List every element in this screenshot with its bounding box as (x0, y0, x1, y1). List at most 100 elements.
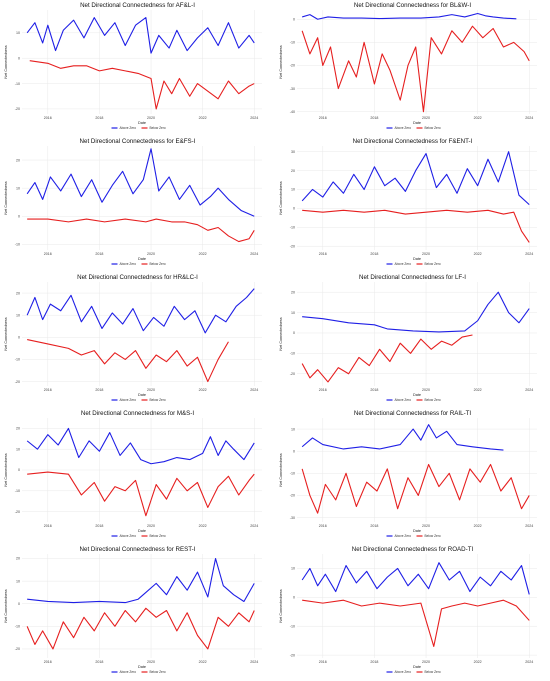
chart-svg: Net Directional Connectedness for LF-I 20… (279, 274, 537, 402)
legend-item-below-zero-label: Below Zero (150, 534, 166, 538)
chart-svg: Net Directional Connectedness for RAIL-T… (279, 410, 537, 538)
chart-panel: Net Directional Connectedness for AF&L-I… (0, 0, 275, 136)
series-line-below-zero (26, 607, 255, 650)
chart-title: Net Directional Connectedness for LF-I (359, 274, 466, 281)
y-tick-label: -10 (290, 624, 295, 628)
x-tick-label: 2022 (199, 660, 207, 664)
x-axis-label: Date (413, 665, 421, 669)
chart-svg: Net Directional Connectedness for ROAD-T… (279, 546, 537, 674)
x-tick-label: 2016 (44, 524, 52, 528)
x-axis-label: Date (138, 393, 146, 397)
series-line-above-zero (301, 424, 504, 451)
x-tick-label: 2018 (370, 524, 378, 528)
legend-item-above-zero-label: Above Zero (395, 398, 412, 402)
x-tick-label: 2020 (422, 252, 430, 256)
y-tick-label: 10 (16, 579, 20, 583)
y-tick-label: 0 (293, 331, 295, 335)
series-line-below-zero (29, 60, 255, 110)
series-line-below-zero (27, 218, 255, 243)
series-line-above-zero (27, 557, 255, 604)
series-line-above-zero (302, 12, 517, 20)
legend-item-below-zero-label: Below Zero (425, 126, 441, 130)
chart-svg: Net Directional Connectedness for HR&LC-… (4, 274, 262, 402)
x-tick-label: 2024 (250, 388, 258, 392)
y-tick-label: 20 (16, 427, 20, 431)
x-tick-label: 2022 (199, 252, 207, 256)
chart-panel: Net Directional Connectedness for M&S-I 2… (0, 408, 275, 544)
legend-item-above-zero-label: Above Zero (395, 534, 412, 538)
x-tick-label: 2018 (370, 252, 378, 256)
y-tick-label: -10 (290, 41, 295, 45)
y-tick-label: -20 (15, 107, 20, 111)
series-line-below-zero (301, 25, 530, 113)
y-tick-label: 20 (291, 169, 295, 173)
legend-item-below-zero-label: Below Zero (425, 398, 441, 402)
chart-title: Net Directional Connectedness for E&FS-I (80, 138, 196, 145)
y-tick-label: 10 (291, 567, 295, 571)
legend-item-above-zero-label: Above Zero (395, 126, 412, 130)
x-axis-label: Date (413, 529, 421, 533)
y-axis-label: Net Connectedness (279, 181, 283, 214)
y-tick-label: -10 (290, 352, 295, 356)
x-tick-label: 2022 (474, 252, 482, 256)
y-tick-label: -40 (290, 110, 295, 114)
legend-item-above-zero-label: Above Zero (120, 534, 137, 538)
y-axis-label: Net Connectedness (279, 589, 283, 622)
y-tick-label: 10 (291, 427, 295, 431)
series-line-above-zero (26, 17, 255, 54)
chart-title: Net Directional Connectedness for HR&LC-… (77, 274, 198, 281)
x-tick-label: 2018 (370, 116, 378, 120)
chart-title: Net Directional Connectedness for M&S-I (81, 410, 194, 417)
x-axis-label: Date (138, 257, 146, 261)
series-line-above-zero (26, 427, 255, 465)
y-tick-label: -20 (290, 372, 295, 376)
y-tick-label: -10 (15, 489, 20, 493)
y-tick-label: -30 (290, 87, 295, 91)
y-tick-label: -20 (15, 647, 20, 651)
chart-panel: Net Directional Connectedness for E&FS-I… (0, 136, 275, 272)
x-tick-label: 2024 (250, 116, 258, 120)
y-tick-label: 10 (16, 31, 20, 35)
x-tick-label: 2020 (147, 388, 155, 392)
x-tick-label: 2024 (525, 116, 533, 120)
y-axis-label: Net Connectedness (4, 317, 8, 350)
chart-title: Net Directional Connectedness for RAIL-T… (354, 410, 472, 417)
x-tick-label: 2024 (525, 660, 533, 664)
x-tick-label: 2016 (44, 252, 52, 256)
x-tick-label: 2016 (44, 116, 52, 120)
chart-svg: Net Directional Connectedness for AF&L-I… (4, 2, 262, 130)
x-tick-label: 2016 (319, 660, 327, 664)
x-axis-label: Date (413, 121, 421, 125)
legend-item-below-zero-label: Below Zero (150, 670, 166, 674)
x-tick-label: 2020 (422, 524, 430, 528)
y-axis-label: Net Connectedness (4, 589, 8, 622)
x-tick-label: 2018 (370, 660, 378, 664)
legend-item-below-zero-label: Below Zero (425, 262, 441, 266)
y-tick-label: 0 (293, 449, 295, 453)
y-tick-label: 20 (16, 557, 20, 561)
chart-title: Net Directional Connectedness for AF&L-I (80, 2, 195, 9)
y-tick-label: 10 (291, 311, 295, 315)
y-tick-label: 30 (291, 150, 295, 154)
series-line-below-zero (301, 463, 530, 514)
x-tick-label: 2022 (199, 116, 207, 120)
legend-item-below-zero-label: Below Zero (150, 398, 166, 402)
x-tick-label: 2024 (525, 524, 533, 528)
x-tick-label: 2022 (199, 388, 207, 392)
x-tick-label: 2020 (147, 252, 155, 256)
y-tick-label: -20 (290, 494, 295, 498)
y-tick-label: 10 (16, 313, 20, 317)
y-tick-label: -20 (290, 64, 295, 68)
x-axis-label: Date (138, 529, 146, 533)
y-tick-label: -10 (15, 625, 20, 629)
y-tick-label: -10 (290, 472, 295, 476)
x-tick-label: 2016 (44, 660, 52, 664)
x-tick-label: 2018 (95, 388, 103, 392)
chart-panel: Net Directional Connectedness for REST-I… (0, 544, 275, 680)
x-tick-label: 2022 (199, 524, 207, 528)
series-line-above-zero (26, 288, 255, 334)
x-tick-label: 2016 (319, 524, 327, 528)
y-tick-label: 10 (16, 186, 20, 190)
x-axis-label: Date (413, 257, 421, 261)
